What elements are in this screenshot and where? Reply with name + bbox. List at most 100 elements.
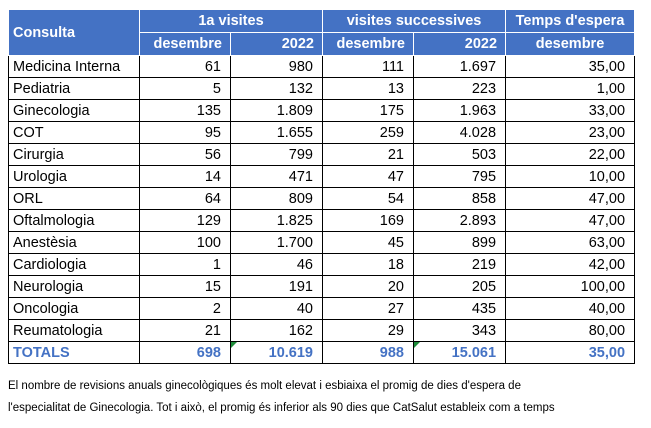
- row-value-cell: 15: [139, 275, 231, 298]
- row-consulta-name: Cirurgia: [8, 143, 140, 166]
- row-value-cell: 795: [412, 165, 507, 188]
- waiting-list-table: Consulta 1a visites visites successives …: [8, 9, 636, 364]
- table-row: Ginecologia 135 1.809 175 1.963 33,00: [8, 99, 636, 122]
- row-value-cell: 1.963: [412, 99, 507, 122]
- row-value-cell: 343: [412, 319, 507, 342]
- row-consulta-name: COT: [8, 121, 140, 144]
- header-row-periods: desembre 2022 desembre 2022 desembre: [9, 32, 636, 56]
- row-value-cell: 135: [139, 99, 231, 122]
- header-period-desembre-3: desembre: [505, 32, 636, 56]
- row-value-cell: 175: [322, 99, 414, 122]
- table-row: Anestèsia 100 1.700 45 899 63,00: [8, 231, 636, 254]
- totals-cell: 35,00: [505, 341, 636, 364]
- totals-cell: 10.619: [230, 341, 323, 364]
- table-row: Neurologia 15 191 20 205 100,00: [8, 275, 636, 298]
- totals-cell: 698: [139, 341, 231, 364]
- row-value-cell: 205: [412, 275, 507, 298]
- row-value-cell: 95: [139, 121, 231, 144]
- row-value-cell: 259: [322, 121, 414, 144]
- footnote-line-1: El nombre de revisions anuals ginecològi…: [8, 380, 521, 392]
- row-consulta-name: Medicina Interna: [8, 55, 140, 78]
- row-value-cell: 45: [322, 231, 414, 254]
- table-row: Cardiologia 1 46 18 219 42,00: [8, 253, 636, 276]
- totals-label: TOTALS: [8, 341, 140, 364]
- header-first-visits: 1a visites: [139, 9, 323, 33]
- row-value-cell: 47,00: [505, 187, 636, 210]
- row-value-cell: 435: [412, 297, 507, 320]
- table-body: Medicina Interna 61 980 111 1.697 35,00 Pediat…: [8, 55, 636, 342]
- row-value-cell: 54: [322, 187, 414, 210]
- header-period-2022-1: 2022: [230, 32, 323, 56]
- row-value-cell: 47: [322, 165, 414, 188]
- header-consulta: Consulta: [8, 9, 140, 56]
- row-consulta-name: Anestèsia: [8, 231, 140, 254]
- row-value-cell: 63,00: [505, 231, 636, 254]
- table-row: Urologia 14 471 47 795 10,00: [8, 165, 636, 188]
- row-consulta-name: Urologia: [8, 165, 140, 188]
- row-value-cell: 40: [230, 297, 323, 320]
- row-value-cell: 4.028: [412, 121, 507, 144]
- row-value-cell: 1: [139, 253, 231, 276]
- row-value-cell: 219: [412, 253, 507, 276]
- row-value-cell: 132: [230, 77, 323, 100]
- header-period-desembre-2: desembre: [322, 32, 414, 56]
- row-value-cell: 223: [412, 77, 507, 100]
- table-row: Oftalmologia 129 1.825 169 2.893 47,00: [8, 209, 636, 232]
- row-value-cell: 1.700: [230, 231, 323, 254]
- row-value-cell: 42,00: [505, 253, 636, 276]
- table-row: Reumatologia 21 162 29 343 80,00: [8, 319, 636, 342]
- row-value-cell: 64: [139, 187, 231, 210]
- header-period-desembre-1: desembre: [139, 32, 231, 56]
- row-value-cell: 2.893: [412, 209, 507, 232]
- row-value-cell: 111: [322, 55, 414, 78]
- row-value-cell: 799: [230, 143, 323, 166]
- header-period-2022-2: 2022: [412, 32, 507, 56]
- row-value-cell: 1.697: [412, 55, 507, 78]
- row-consulta-name: Neurologia: [8, 275, 140, 298]
- totals-value: 15.061: [451, 344, 497, 361]
- row-value-cell: 1.809: [230, 99, 323, 122]
- formula-flag-icon: [414, 342, 420, 348]
- row-value-cell: 22,00: [505, 143, 636, 166]
- row-value-cell: 40,00: [505, 297, 636, 320]
- header-successive-visits: visites successives: [321, 9, 507, 33]
- row-value-cell: 809: [230, 187, 323, 210]
- row-consulta-name: Cardiologia: [8, 253, 140, 276]
- row-value-cell: 899: [412, 231, 507, 254]
- row-value-cell: 100: [139, 231, 231, 254]
- row-value-cell: 14: [139, 165, 231, 188]
- table-footer: TOTALS 698 10.619 988 15.061 35,00: [8, 341, 636, 364]
- formula-flag-icon: [231, 342, 237, 348]
- row-value-cell: 47,00: [505, 209, 636, 232]
- row-value-cell: 21: [322, 143, 414, 166]
- row-value-cell: 80,00: [505, 319, 636, 342]
- table-row: ORL 64 809 54 858 47,00: [8, 187, 636, 210]
- row-value-cell: 29: [322, 319, 414, 342]
- row-value-cell: 169: [322, 209, 414, 232]
- waiting-list-table-container: Consulta 1a visites visites successives …: [8, 9, 636, 364]
- row-value-cell: 27: [322, 297, 414, 320]
- row-value-cell: 35,00: [505, 55, 636, 78]
- table-row: Pediatria 5 132 13 223 1,00: [8, 77, 636, 100]
- row-value-cell: 2: [139, 297, 231, 320]
- row-value-cell: 20: [322, 275, 414, 298]
- row-value-cell: 21: [139, 319, 231, 342]
- row-value-cell: 162: [230, 319, 323, 342]
- row-value-cell: 33,00: [505, 99, 636, 122]
- row-value-cell: 46: [230, 253, 323, 276]
- header-row-groups: Consulta 1a visites visites successives …: [8, 9, 636, 56]
- table-row: Medicina Interna 61 980 111 1.697 35,00: [8, 55, 636, 78]
- row-value-cell: 18: [322, 253, 414, 276]
- table-row: Cirurgia 56 799 21 503 22,00: [8, 143, 636, 166]
- table-header: Consulta 1a visites visites successives …: [8, 9, 636, 56]
- row-value-cell: 980: [230, 55, 323, 78]
- row-consulta-name: ORL: [8, 187, 140, 210]
- row-value-cell: 100,00: [505, 275, 636, 298]
- row-value-cell: 1.825: [230, 209, 323, 232]
- row-value-cell: 471: [230, 165, 323, 188]
- row-consulta-name: Pediatria: [8, 77, 140, 100]
- totals-row: TOTALS 698 10.619 988 15.061 35,00: [8, 341, 636, 364]
- totals-value: 10.619: [268, 344, 313, 361]
- table-row: COT 95 1.655 259 4.028 23,00: [8, 121, 636, 144]
- row-value-cell: 503: [412, 143, 507, 166]
